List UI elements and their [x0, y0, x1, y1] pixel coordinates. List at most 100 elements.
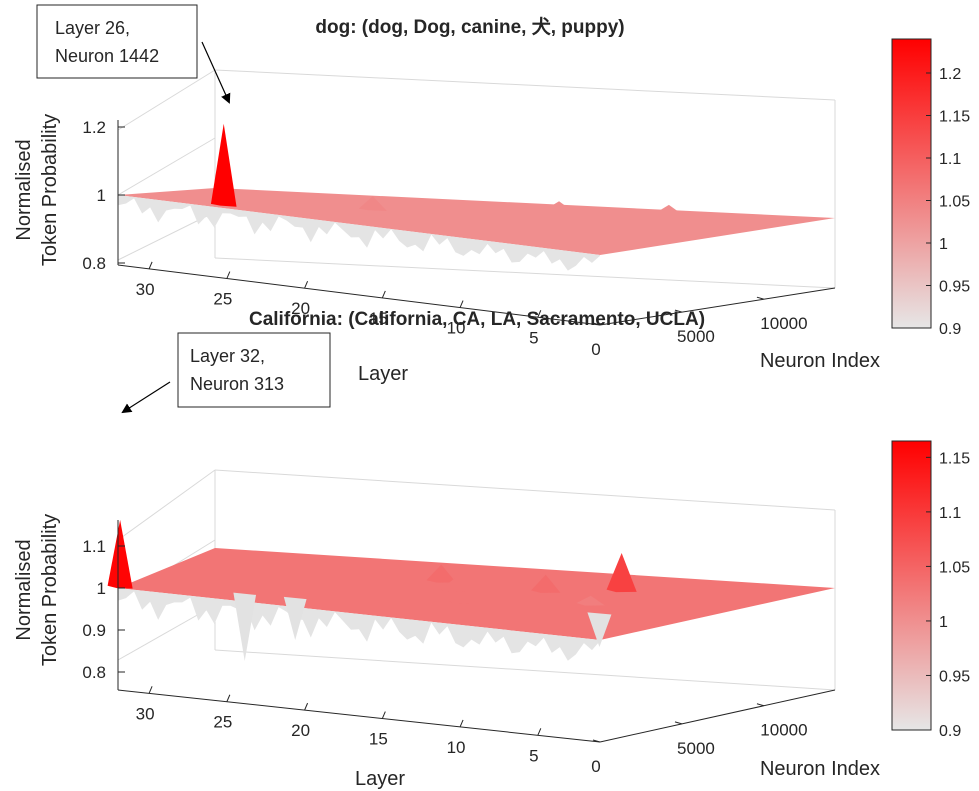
- annotation-arrow: [121, 381, 171, 414]
- colorbar-ticks: 0.9 0.95 1 1.05 1.1 1.15: [926, 450, 970, 740]
- y-axis-label: Neuron Index: [760, 350, 880, 372]
- y-tick-mark: [756, 703, 765, 707]
- colorbar-ticks: 0.9 0.95 1 1.05 1.1 1.15 1.2: [926, 66, 970, 338]
- z-axis-label-line2: Token Probability: [39, 514, 61, 666]
- z-tick-label: 0.9: [82, 621, 106, 640]
- x-tick-mark: [304, 702, 309, 711]
- x-tick-mark: [459, 719, 464, 728]
- colorbar-gradient: [891, 38, 932, 329]
- annotation-line1: Layer 26,: [55, 18, 130, 38]
- annotation-arrow: [201, 41, 231, 104]
- surface-plot: [118, 123, 835, 271]
- x-tick-mark: [459, 300, 464, 308]
- axes-box-back: [117, 69, 836, 289]
- z-axis-label: Normalised Token Probability: [13, 514, 61, 666]
- z-axis-ticks: 0.8 1 1.2: [82, 118, 125, 273]
- colorbar-gradient: [891, 440, 932, 731]
- surface-peak: [445, 589, 474, 604]
- z-tick-label: 0.8: [82, 663, 106, 682]
- x-tick-label: 15: [369, 309, 388, 328]
- x-axis-label: Layer: [355, 768, 405, 790]
- surface-plot: [107, 519, 835, 661]
- surface-peak: [606, 552, 637, 593]
- colorbar-tick-label: 1.05: [939, 559, 970, 576]
- x-tick-label: 20: [291, 299, 310, 318]
- x-tick-label: 5: [529, 746, 538, 765]
- z-axis-label-line1: Normalised: [13, 539, 35, 640]
- x-tick-label: 15: [369, 730, 388, 749]
- annotation-line2: Neuron 1442: [55, 46, 159, 66]
- y-tick-mark: [592, 322, 601, 326]
- y-tick-mark: [674, 721, 683, 725]
- y-tick-mark: [674, 309, 683, 313]
- y-tick-mark: [756, 296, 765, 300]
- colorbar-tick-label: 0.9: [939, 321, 961, 338]
- y-axis-ticks: 0 5000 10000: [591, 703, 808, 776]
- chart-panel-dog: dog: (dog, Dog, canine, 犬, puppy) 30 25 20…: [13, 4, 970, 385]
- colorbar-tick-label: 0.9: [939, 723, 961, 740]
- z-tick-label: 1.1: [82, 537, 106, 556]
- colorbar: 0.9 0.95 1 1.05 1.1 1.15: [891, 440, 970, 740]
- colorbar-tick-label: 0.95: [939, 279, 970, 296]
- z-tick-label: 0.8: [82, 254, 106, 273]
- colorbar-tick-label: 1.15: [939, 109, 970, 126]
- y-tick-label: 0: [591, 757, 600, 776]
- z-axis-label-line2: Token Probability: [39, 114, 61, 266]
- z-axis-label: Normalised Token Probability: [13, 114, 61, 266]
- x-tick-mark: [381, 711, 386, 719]
- annotation-box: Layer 32, Neuron 313: [177, 332, 331, 408]
- axes-box-front: [117, 120, 836, 326]
- x-tick-label: 10: [447, 319, 466, 338]
- x-tick-label: 25: [213, 290, 232, 309]
- surface-dip: [233, 592, 257, 661]
- colorbar: 0.9 0.95 1 1.05 1.1 1.15 1.2: [891, 38, 970, 338]
- chart-panel-california: California: (California, CA, LA, Sacrame…: [13, 309, 970, 790]
- surface-plane: [118, 188, 835, 255]
- surface-peak: [576, 595, 605, 606]
- x-tick-mark: [148, 686, 153, 694]
- z-tick-label: 1: [97, 579, 106, 598]
- surface-peak: [653, 204, 685, 216]
- x-axis-ticks: 30 25 20 15 10 5: [136, 686, 542, 765]
- z-axis-ticks: 0.8 0.9 1 1.1: [82, 537, 125, 682]
- surface-peak: [531, 574, 561, 593]
- z-tick-label: 1: [97, 186, 106, 205]
- colorbar-tick-label: 1.1: [939, 151, 961, 168]
- x-tick-label: 20: [291, 721, 310, 740]
- y-tick-label: 5000: [677, 327, 715, 346]
- surface-peak: [543, 201, 575, 213]
- annotation-line2: Neuron 313: [190, 374, 284, 394]
- surface-front-edge: [118, 195, 600, 271]
- x-tick-mark: [537, 728, 542, 736]
- colorbar-tick-label: 1.2: [939, 66, 961, 83]
- x-tick-mark: [304, 281, 309, 289]
- x-tick-mark: [226, 694, 231, 702]
- x-tick-label: 10: [447, 738, 466, 757]
- y-tick-label: 0: [591, 340, 600, 359]
- surface-plane: [118, 548, 835, 640]
- annotation-box: Layer 26, Neuron 1442: [36, 4, 198, 79]
- annotation-line1: Layer 32,: [190, 346, 265, 366]
- colorbar-tick-label: 1.05: [939, 194, 970, 211]
- colorbar-tick-label: 1: [939, 614, 948, 631]
- colorbar-tick-label: 1: [939, 236, 948, 253]
- surface-dip: [587, 612, 612, 648]
- colorbar-tick-label: 1.15: [939, 450, 970, 467]
- y-tick-label: 5000: [677, 739, 715, 758]
- chart-title: dog: (dog, Dog, canine, 犬, puppy): [315, 15, 624, 38]
- x-tick-mark: [537, 310, 542, 318]
- axes-box-front: [117, 520, 836, 743]
- surface-dip: [283, 596, 307, 641]
- x-tick-mark: [226, 271, 231, 279]
- surface-peak: [210, 123, 237, 207]
- z-tick-label: 1.2: [82, 118, 106, 137]
- surface-peak: [358, 196, 387, 211]
- x-tick-mark: [381, 290, 386, 299]
- z-axis-label-line1: Normalised: [13, 139, 35, 240]
- y-tick-label: 10000: [760, 314, 807, 333]
- surface-peak: [440, 578, 470, 592]
- x-tick-label: 5: [529, 328, 538, 347]
- y-axis-ticks: 0 5000 10000: [591, 296, 808, 359]
- colorbar-tick-label: 0.95: [939, 668, 970, 685]
